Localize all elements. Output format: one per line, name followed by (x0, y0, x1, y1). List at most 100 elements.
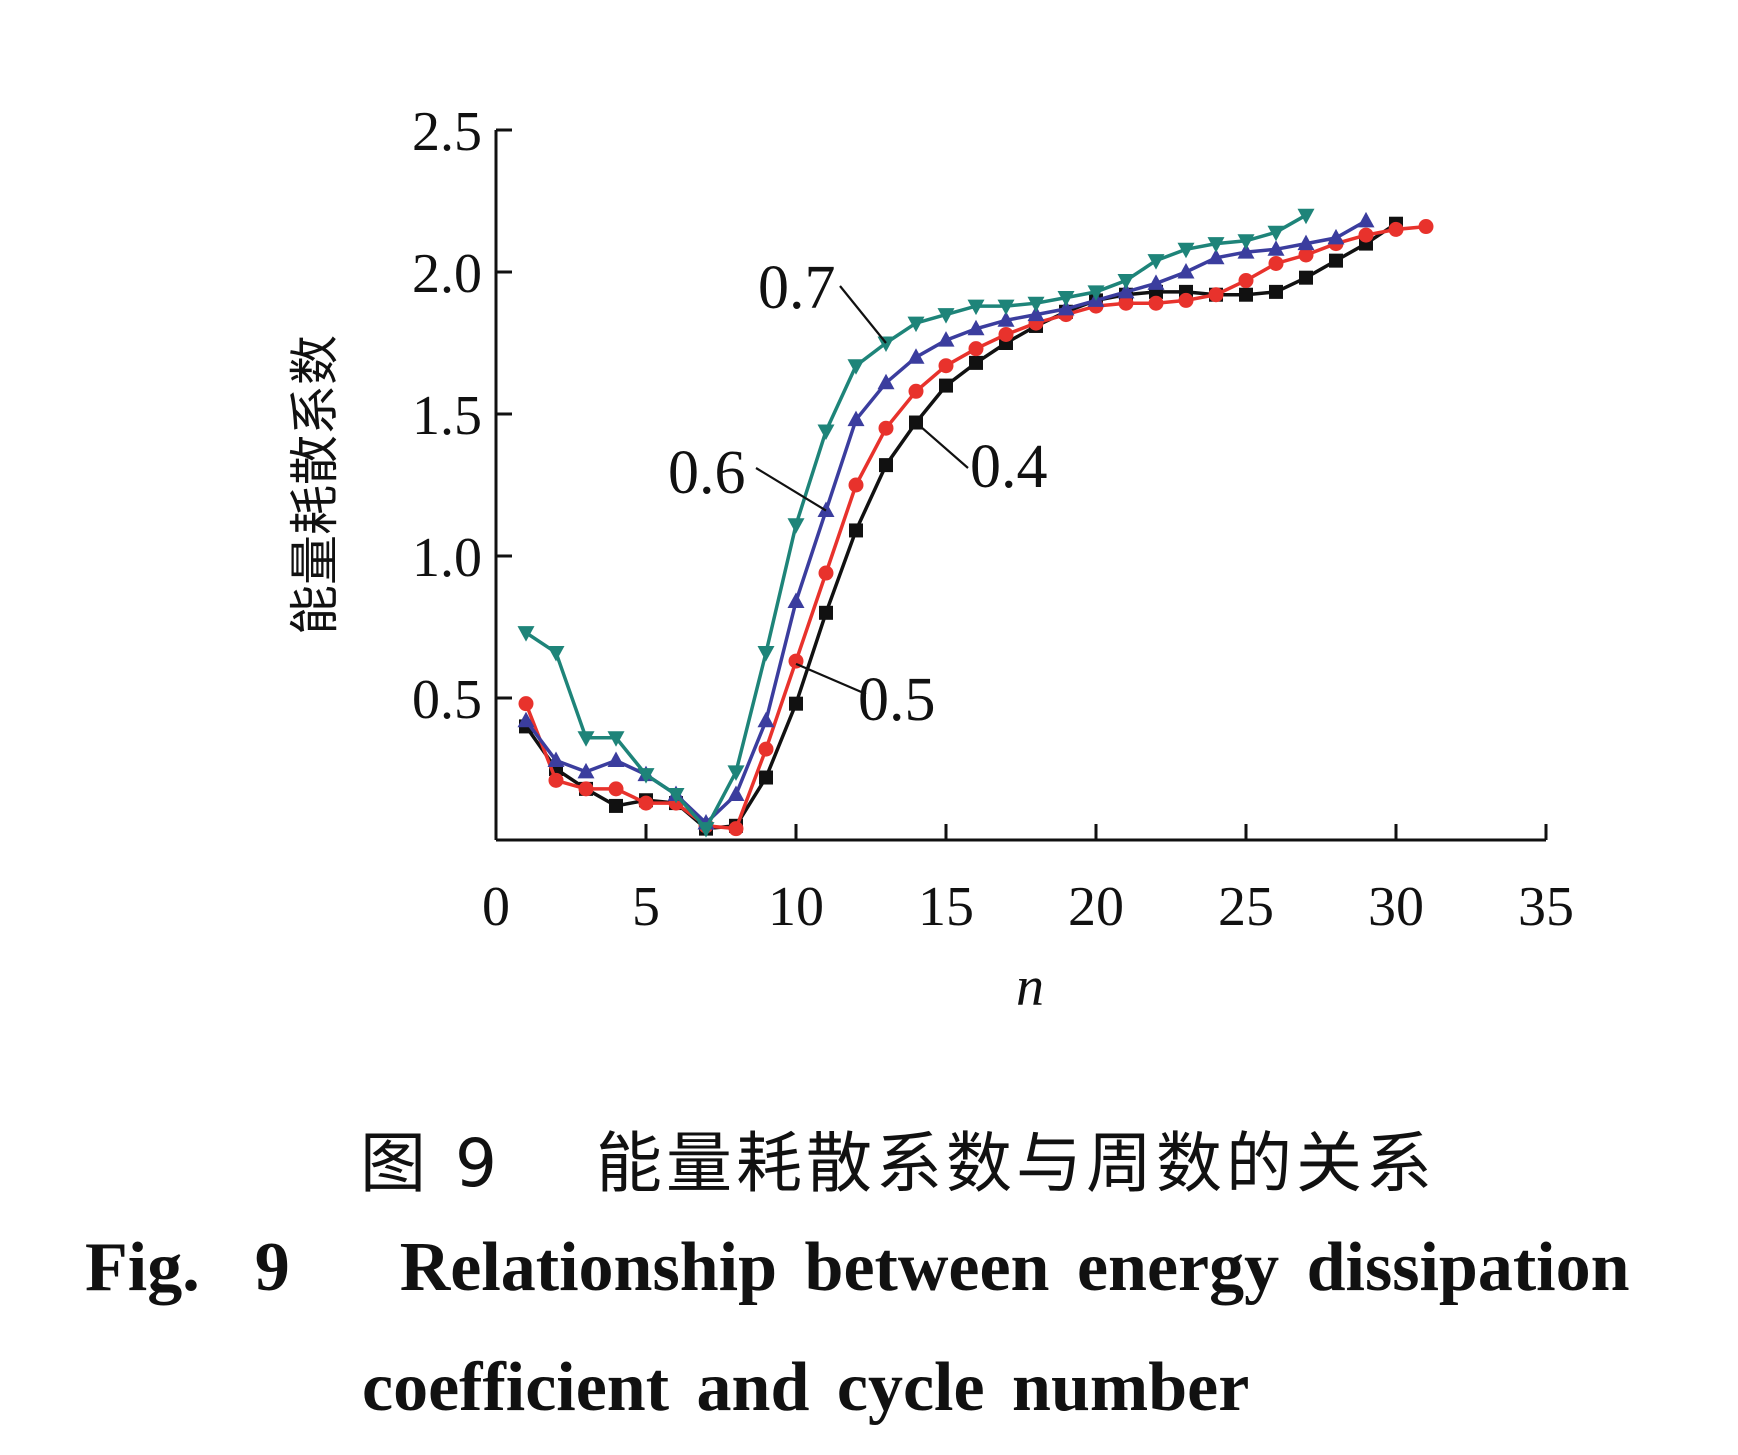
data-point (907, 316, 925, 333)
data-point (1329, 253, 1343, 268)
y-axis-label: 能量耗散系数 (286, 335, 344, 635)
data-point (849, 523, 863, 538)
data-point (1327, 228, 1345, 245)
y-tick-label: 2.0 (412, 243, 482, 305)
series-line (524, 224, 1427, 831)
data-point (908, 383, 924, 399)
annotation-leader-line (915, 421, 969, 469)
annotation-label: 0.7 (758, 254, 836, 322)
data-point (548, 772, 564, 788)
data-point (847, 410, 865, 427)
data-point (879, 458, 893, 473)
data-point (1178, 292, 1194, 308)
series-group (517, 208, 1434, 838)
data-point (1057, 291, 1075, 307)
data-point (1117, 282, 1135, 299)
data-point (1147, 274, 1165, 290)
data-point (728, 821, 744, 837)
data-point (547, 646, 565, 662)
data-point (787, 592, 805, 608)
data-point (607, 731, 625, 747)
x-tick-label: 0 (482, 876, 510, 938)
y-tick-label: 1.5 (412, 385, 482, 447)
annotation-0.4: 0.4 (915, 421, 1048, 501)
data-point (1239, 287, 1253, 302)
data-point (577, 762, 595, 779)
x-tick-label: 35 (1518, 876, 1574, 938)
data-point (1297, 208, 1315, 225)
caption-english-line-1: Fig. 9 Relationship between energy dissi… (85, 1229, 1630, 1306)
series-line (524, 222, 1397, 831)
caption-english-line-2: coefficient and cycle number (362, 1349, 1250, 1426)
data-point (758, 741, 774, 757)
data-point (998, 326, 1014, 342)
data-point (1267, 240, 1285, 256)
data-point (1177, 242, 1195, 259)
annotation-0.7: 0.7 (758, 254, 887, 344)
data-point (517, 626, 535, 642)
x-tick-label: 10 (768, 876, 824, 938)
data-point (1027, 296, 1045, 313)
x-ticks: 0 5 10 15 20 25 30 35 (482, 824, 1574, 938)
data-point (939, 378, 953, 393)
data-point (1268, 255, 1284, 271)
data-point (1208, 287, 1224, 303)
data-point (1087, 285, 1105, 301)
series-0.7 (517, 208, 1315, 838)
series-0.6 (517, 211, 1375, 830)
data-point (1027, 305, 1045, 322)
data-point (1357, 211, 1375, 228)
data-point (967, 319, 985, 336)
data-point (1148, 295, 1164, 311)
annotation-0.6: 0.6 (668, 439, 827, 512)
y-tick-label: 1.0 (412, 527, 482, 589)
data-point (518, 696, 534, 712)
data-point (578, 781, 594, 797)
y-tick-label: 0.5 (412, 669, 482, 731)
data-point (1418, 219, 1434, 235)
annotation-label: 0.4 (970, 433, 1048, 501)
annotation-label: 0.6 (668, 439, 746, 507)
data-point (787, 518, 805, 534)
data-point (1207, 248, 1225, 265)
data-point (1207, 237, 1225, 253)
data-point (1269, 284, 1283, 299)
chart: 0 5 10 15 20 25 30 35 0.51.01.52.02.5 能量耗散系数 n … (286, 101, 1574, 1018)
data-point (697, 822, 715, 838)
data-point (967, 299, 985, 316)
data-point (757, 646, 775, 662)
data-point (1118, 295, 1134, 311)
data-point (1237, 243, 1255, 259)
data-point (848, 477, 864, 493)
annotation-label: 0.5 (858, 666, 936, 734)
x-tick-label: 5 (632, 876, 660, 938)
data-point (1238, 273, 1254, 289)
data-point (938, 358, 954, 374)
data-point (547, 751, 565, 767)
data-point (1117, 274, 1135, 290)
data-point (968, 341, 984, 357)
data-point (1057, 299, 1075, 316)
data-point (878, 420, 894, 436)
data-point (847, 359, 865, 375)
data-point (1358, 227, 1374, 243)
data-point (1299, 270, 1313, 285)
data-point (877, 373, 895, 390)
data-point (789, 696, 803, 711)
x-tick-label: 25 (1218, 876, 1274, 938)
data-point (969, 355, 983, 370)
y-tick-label: 2.5 (412, 101, 482, 163)
x-axis-label: n (1016, 956, 1044, 1018)
data-point (997, 311, 1015, 327)
data-point (997, 299, 1015, 316)
y-ticks: 0.5 1.0 1.5 2.0 2.5 (412, 101, 512, 731)
x-tick-label: 15 (918, 876, 974, 938)
data-point (638, 795, 654, 811)
annotation-leader-line (839, 285, 887, 344)
annotation-leader-line (795, 662, 867, 696)
data-point (607, 751, 625, 767)
data-point (667, 788, 685, 804)
data-point (1237, 234, 1255, 250)
data-point (609, 798, 623, 813)
axes (494, 130, 1546, 842)
